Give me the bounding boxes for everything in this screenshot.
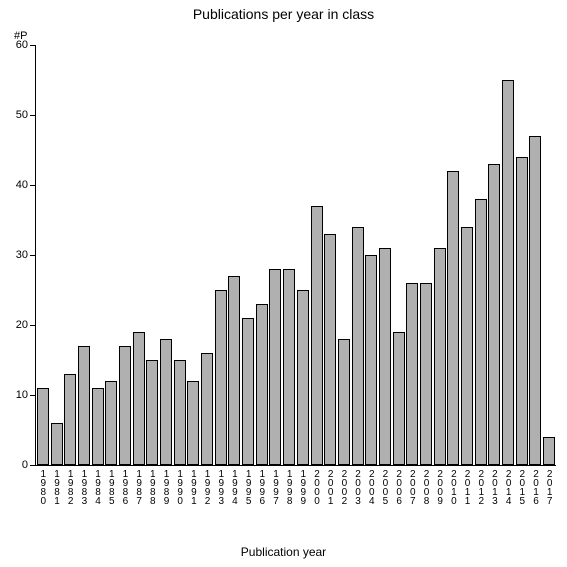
y-tick bbox=[30, 465, 36, 466]
x-tick-label: 2001 bbox=[325, 469, 335, 505]
y-tick bbox=[30, 325, 36, 326]
bar bbox=[269, 269, 281, 465]
x-tick-label: 2002 bbox=[339, 469, 349, 505]
x-tick-label: 2013 bbox=[489, 469, 499, 505]
y-tick bbox=[30, 115, 36, 116]
x-tick-label: 2000 bbox=[312, 469, 322, 505]
bar bbox=[78, 346, 90, 465]
x-tick-label: 2009 bbox=[435, 469, 445, 505]
bar bbox=[379, 248, 391, 465]
x-tick-label: 1999 bbox=[298, 469, 308, 505]
bar bbox=[516, 157, 528, 465]
bar bbox=[146, 360, 158, 465]
bar bbox=[37, 388, 49, 465]
y-tick-label: 0 bbox=[22, 459, 28, 471]
x-tick-label: 2007 bbox=[407, 469, 417, 505]
x-tick-label: 2008 bbox=[421, 469, 431, 505]
bar bbox=[488, 164, 500, 465]
y-tick-label: 50 bbox=[16, 109, 28, 121]
bar bbox=[283, 269, 295, 465]
bar bbox=[215, 290, 227, 465]
bar bbox=[502, 80, 514, 465]
x-tick-label: 1986 bbox=[120, 469, 130, 505]
x-tick-label: 1991 bbox=[188, 469, 198, 505]
x-tick-label: 1987 bbox=[134, 469, 144, 505]
bar bbox=[447, 171, 459, 465]
bar bbox=[475, 199, 487, 465]
bar bbox=[228, 276, 240, 465]
bar bbox=[105, 381, 117, 465]
x-tick-label: 1994 bbox=[229, 469, 239, 505]
y-tick-label: 60 bbox=[16, 39, 28, 51]
bar bbox=[242, 318, 254, 465]
x-tick-label: 1981 bbox=[52, 469, 62, 505]
y-tick bbox=[30, 185, 36, 186]
bar bbox=[311, 206, 323, 465]
bar bbox=[51, 423, 63, 465]
y-tick-label: 40 bbox=[16, 179, 28, 191]
bar bbox=[365, 255, 377, 465]
x-axis-label: Publication year bbox=[0, 545, 567, 559]
x-tick-label: 1982 bbox=[65, 469, 75, 505]
y-tick bbox=[30, 255, 36, 256]
x-tick-label: 1995 bbox=[243, 469, 253, 505]
x-tick-label: 1989 bbox=[161, 469, 171, 505]
bar bbox=[201, 353, 213, 465]
y-tick-label: 20 bbox=[16, 319, 28, 331]
x-tick-label: 1998 bbox=[284, 469, 294, 505]
x-tick-label: 2017 bbox=[544, 469, 554, 505]
bar bbox=[297, 290, 309, 465]
x-tick-label: 2014 bbox=[503, 469, 513, 505]
y-tick-label: 10 bbox=[16, 389, 28, 401]
bar bbox=[420, 283, 432, 465]
bar bbox=[434, 248, 446, 465]
x-tick-label: 1983 bbox=[79, 469, 89, 505]
chart-title: Publications per year in class bbox=[0, 6, 567, 22]
bar bbox=[352, 227, 364, 465]
x-tick-label: 1996 bbox=[257, 469, 267, 505]
x-tick-label: 1988 bbox=[147, 469, 157, 505]
x-tick-label: 1984 bbox=[93, 469, 103, 505]
x-tick-label: 2003 bbox=[353, 469, 363, 505]
x-tick-label: 2016 bbox=[530, 469, 540, 505]
bar bbox=[406, 283, 418, 465]
bar bbox=[64, 374, 76, 465]
bar bbox=[393, 332, 405, 465]
bar bbox=[324, 234, 336, 465]
x-tick-label: 1993 bbox=[216, 469, 226, 505]
x-tick-label: 1990 bbox=[175, 469, 185, 505]
x-tick-label: 2011 bbox=[462, 469, 472, 505]
bars-group bbox=[36, 45, 556, 465]
y-tick bbox=[30, 45, 36, 46]
x-tick-label: 2006 bbox=[394, 469, 404, 505]
bar bbox=[160, 339, 172, 465]
bar bbox=[543, 437, 555, 465]
bar bbox=[461, 227, 473, 465]
bar bbox=[133, 332, 145, 465]
x-tick-label: 1980 bbox=[38, 469, 48, 505]
plot-area: 0102030405060198019811982198319841985198… bbox=[35, 45, 556, 466]
y-tick bbox=[30, 395, 36, 396]
x-tick-label: 2004 bbox=[366, 469, 376, 505]
chart-container: Publications per year in class #P 010203… bbox=[0, 0, 567, 567]
x-tick-label: 2012 bbox=[476, 469, 486, 505]
bar bbox=[529, 136, 541, 465]
bar bbox=[256, 304, 268, 465]
bar bbox=[187, 381, 199, 465]
x-tick-label: 1992 bbox=[202, 469, 212, 505]
x-tick-label: 2005 bbox=[380, 469, 390, 505]
bar bbox=[174, 360, 186, 465]
x-tick-label: 2015 bbox=[517, 469, 527, 505]
y-tick-label: 30 bbox=[16, 249, 28, 261]
bar bbox=[92, 388, 104, 465]
x-tick-label: 1985 bbox=[106, 469, 116, 505]
bar bbox=[119, 346, 131, 465]
x-tick-label: 1997 bbox=[270, 469, 280, 505]
bar bbox=[338, 339, 350, 465]
x-tick-label: 2010 bbox=[448, 469, 458, 505]
